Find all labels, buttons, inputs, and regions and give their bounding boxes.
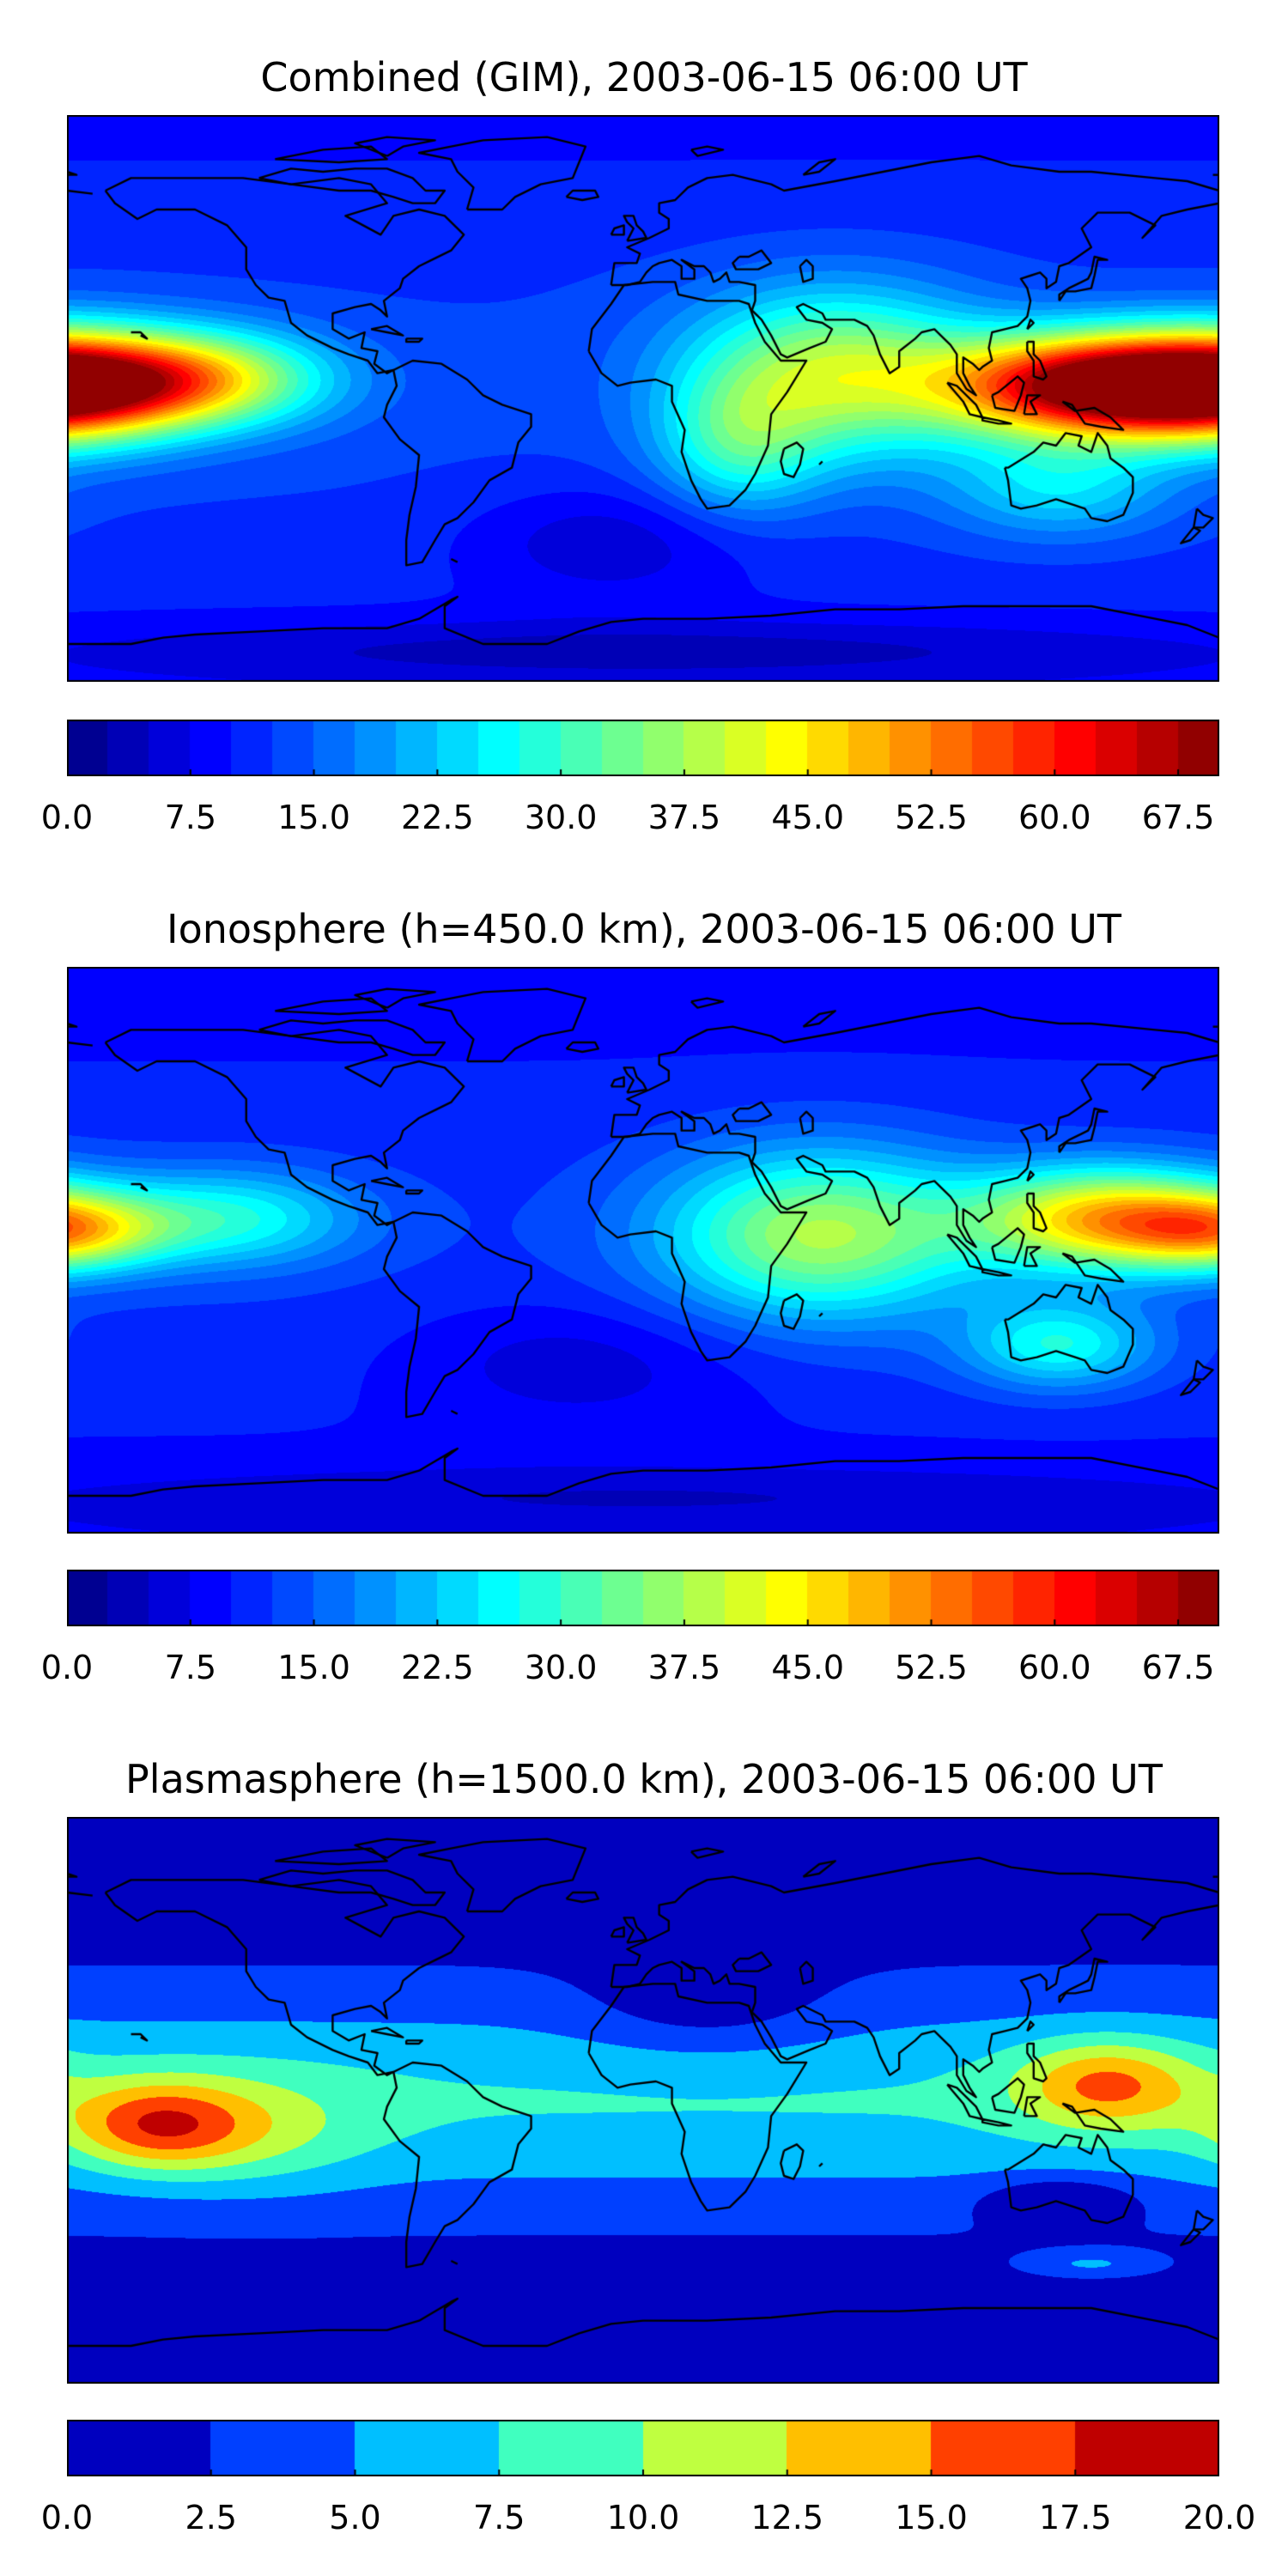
colorbar-tick-label: 15.0 xyxy=(895,2499,968,2537)
colorbar-ticks: 0.0 2.5 5.0 7.5 10.0 12.5 15.0 17.5 20.0 xyxy=(0,2499,1288,2550)
colorbar-tick-label: 7.5 xyxy=(164,799,216,836)
panel-title: Ionosphere (h=450.0 km), 2003-06-15 06:0… xyxy=(167,906,1121,952)
colorbar-tick-label: 22.5 xyxy=(401,799,474,836)
colorbar-tick-label: 5.0 xyxy=(329,2499,381,2537)
colorbar-tick-label: 15.0 xyxy=(277,799,350,836)
colorbar-tick-label: 0.0 xyxy=(40,1649,94,1686)
panel-title: Combined (GIM), 2003-06-15 06:00 UT xyxy=(260,54,1028,100)
colorbar-tick-label: 10.0 xyxy=(606,2499,680,2537)
tec-map-combined xyxy=(67,115,1219,682)
colorbar-tick-label: 30.0 xyxy=(524,799,598,836)
tec-map-ionosphere xyxy=(67,967,1219,1534)
colorbar-tick-label: 17.5 xyxy=(1038,2499,1112,2537)
colorbar-tick-label: 7.5 xyxy=(473,2499,526,2537)
colorbar-ticks: 0.0 7.5 15.0 22.5 30.0 37.5 45.0 52.5 60.0 67.5 xyxy=(0,799,1288,850)
colorbar-tick-label: 60.0 xyxy=(1018,1649,1091,1686)
colorbar-tick-label: 30.0 xyxy=(524,1649,598,1686)
colorbar-tick-label: 2.5 xyxy=(185,2499,237,2537)
panel-title: Plasmasphere (h=1500.0 km), 2003-06-15 0… xyxy=(125,1756,1163,1802)
colorbar-combined xyxy=(67,720,1219,776)
colorbar-tick-label: 60.0 xyxy=(1018,799,1091,836)
colorbar-tick-label: 7.5 xyxy=(164,1649,216,1686)
colorbar-tick-label: 37.5 xyxy=(647,1649,721,1686)
colorbar-tick-label: 52.5 xyxy=(895,799,968,836)
colorbar-tick-label: 12.5 xyxy=(750,2499,824,2537)
colorbar-ionosphere xyxy=(67,1570,1219,1626)
tec-map-plasmasphere xyxy=(67,1817,1219,2384)
colorbar-tick-label: 22.5 xyxy=(401,1649,474,1686)
colorbar-tick-label: 0.0 xyxy=(40,799,94,836)
colorbar-tick-label: 52.5 xyxy=(895,1649,968,1686)
colorbar-tick-label: 37.5 xyxy=(647,799,721,836)
colorbar-tick-label: 45.0 xyxy=(771,799,845,836)
colorbar-tick-label: 20.0 xyxy=(1182,2499,1256,2537)
colorbar-tick-label: 0.0 xyxy=(40,2499,94,2537)
colorbar-ticks: 0.0 7.5 15.0 22.5 30.0 37.5 45.0 52.5 60.0 67.5 xyxy=(0,1649,1288,1700)
colorbar-tick-label: 15.0 xyxy=(277,1649,350,1686)
colorbar-tick-label: 67.5 xyxy=(1141,1649,1215,1686)
colorbar-tick-label: 67.5 xyxy=(1141,799,1215,836)
colorbar-plasmasphere xyxy=(67,2420,1219,2476)
colorbar-tick-label: 45.0 xyxy=(771,1649,845,1686)
